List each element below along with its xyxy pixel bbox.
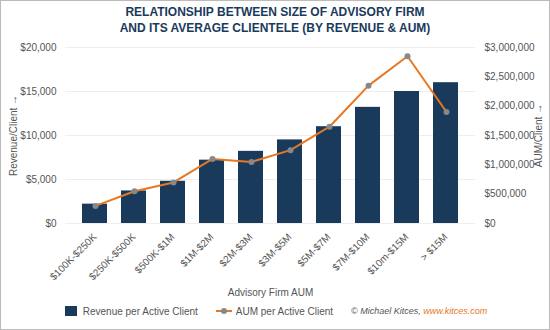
svg-text:$0: $0 <box>485 218 497 229</box>
svg-text:Advisory Firm AUM: Advisory Firm AUM <box>228 287 314 298</box>
svg-text:$15,000: $15,000 <box>20 86 57 97</box>
svg-text:$7M-$10M: $7M-$10M <box>330 231 372 273</box>
svg-text:$3M-$5M: $3M-$5M <box>256 231 294 269</box>
svg-text:$2,000,000: $2,000,000 <box>485 100 535 111</box>
svg-text:$20,000: $20,000 <box>20 42 57 53</box>
svg-text:$5M-$7M: $5M-$7M <box>295 231 333 269</box>
html-text:RELATIONSHIP BETWEEN SIZE OF A: RELATIONSHIP BETWEEN SIZE OF ADVISORY FI… <box>119 5 431 35</box>
svg-text:$5,000: $5,000 <box>26 174 57 185</box>
svg-text:$3,000,000: $3,000,000 <box>485 42 535 53</box>
svg-text:$500K-$1M: $500K-$1M <box>132 231 176 275</box>
svg-text:$0: $0 <box>45 218 57 229</box>
svg-text:$10m-$15M: $10m-$15M <box>365 231 411 277</box>
svg-text:$1,500,000: $1,500,000 <box>485 130 535 141</box>
svg-text:$100K-$250K: $100K-$250K <box>47 231 99 283</box>
html-text:© Michael Kitces, www.kitces.c: © Michael Kitces, www.kitces.com <box>351 306 488 316</box>
html-text:AUM per Active Client: AUM per Active Client <box>235 305 334 317</box>
html-text:Revenue per Active Client: Revenue per Active Client <box>82 305 198 317</box>
svg-text:$1,000,000: $1,000,000 <box>485 159 535 170</box>
svg-text:$500,000: $500,000 <box>485 188 527 199</box>
svg-text:$10,000: $10,000 <box>20 130 57 141</box>
svg-text:$250K-$500K: $250K-$500K <box>87 231 138 282</box>
svg-text:> $15M: > $15M <box>418 231 450 263</box>
svg-text:$2M-$3M: $2M-$3M <box>217 231 255 269</box>
svg-text:$1M-$2M: $1M-$2M <box>178 231 216 269</box>
svg-text:Revenue/Client →: Revenue/Client → <box>8 95 19 176</box>
svg-text:$2,500,000: $2,500,000 <box>485 71 535 82</box>
svg-text:AUM/Client →: AUM/Client → <box>533 104 544 167</box>
